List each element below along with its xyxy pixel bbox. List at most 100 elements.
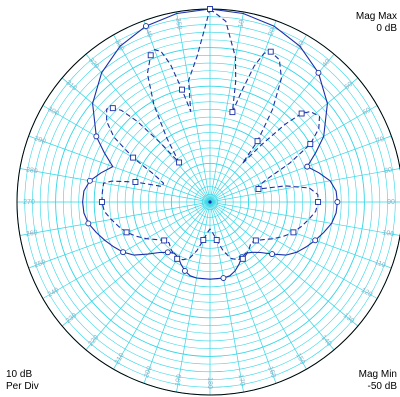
grid-spoke bbox=[209, 201, 400, 236]
grid-spoke bbox=[209, 77, 359, 203]
angle-tick-label: 260 bbox=[25, 229, 38, 238]
grid-spoke bbox=[19, 201, 211, 236]
mag-max-label: Mag Max 0 dB bbox=[356, 11, 397, 35]
grid-spoke bbox=[42, 201, 211, 299]
angle-tick-label: 80 bbox=[384, 167, 393, 175]
data-marker bbox=[143, 23, 149, 30]
grid-spoke bbox=[209, 201, 392, 269]
angle-tick-label: 270 bbox=[23, 199, 35, 206]
grid-ring bbox=[78, 70, 342, 334]
data-marker bbox=[164, 249, 171, 256]
angle-tick-label: 280 bbox=[25, 166, 38, 175]
angle-tick-label: 220 bbox=[87, 334, 100, 348]
mag-max-title: Mag Max bbox=[355, 11, 397, 22]
data-marker bbox=[334, 199, 341, 205]
grid-ring bbox=[201, 193, 219, 211]
angle-tick-label: 300 bbox=[46, 106, 60, 118]
grid-ring bbox=[86, 78, 334, 326]
grid-ring bbox=[32, 24, 388, 380]
data-marker bbox=[307, 141, 314, 148]
mag-min-label: Mag Min -50 dB bbox=[359, 369, 397, 393]
data-marker bbox=[179, 86, 185, 93]
angle-tick-label: 310 bbox=[64, 79, 78, 92]
grid-spoke bbox=[85, 53, 211, 203]
data-marker bbox=[255, 186, 262, 192]
grid-spoke bbox=[209, 201, 359, 327]
grid-spoke bbox=[209, 34, 307, 203]
grid-spoke bbox=[209, 201, 277, 384]
mag-min-value: -50 dB bbox=[367, 381, 397, 392]
data-marker bbox=[290, 229, 297, 236]
angle-tick-label: 210 bbox=[114, 352, 126, 366]
data-marker bbox=[220, 275, 227, 281]
angle-tick-label: 190 bbox=[174, 374, 183, 387]
data-marker bbox=[93, 133, 100, 140]
grid-ring bbox=[39, 31, 381, 373]
data-marker bbox=[213, 237, 220, 243]
angle-tick-label: 160 bbox=[266, 366, 277, 379]
grid-spoke bbox=[28, 201, 211, 269]
angle-tick-label: 340 bbox=[142, 25, 153, 38]
angle-tick-label: 170 bbox=[237, 374, 246, 387]
angle-tick-label: 40 bbox=[321, 58, 331, 69]
grid-ring-major bbox=[55, 47, 365, 357]
grid-ring bbox=[194, 186, 226, 218]
grid-ring bbox=[117, 109, 303, 295]
grid-spoke bbox=[209, 105, 378, 203]
angle-tick-label: 200 bbox=[143, 365, 154, 378]
angle-tick-label: 330 bbox=[113, 39, 125, 53]
grid-spoke bbox=[85, 201, 211, 351]
angle-tick-label: 240 bbox=[47, 287, 61, 299]
angle-tick-label: 130 bbox=[342, 312, 356, 325]
grid-ring bbox=[124, 116, 296, 288]
pattern-traces bbox=[82, 6, 341, 281]
grid-spoke bbox=[209, 201, 244, 393]
data-marker bbox=[130, 154, 137, 161]
angle-tick-label: 350 bbox=[174, 17, 183, 30]
angle-tick-label: 90 bbox=[387, 199, 395, 206]
data-marker bbox=[298, 110, 305, 117]
series-line-2 bbox=[101, 8, 321, 261]
grid-spoke bbox=[113, 201, 211, 370]
grid-spoke bbox=[209, 135, 392, 203]
angle-tick-label: 30 bbox=[296, 40, 306, 50]
grid-ring bbox=[63, 55, 357, 349]
grid-spoke bbox=[209, 201, 307, 370]
scale-label: 10 dB Per Div bbox=[6, 369, 39, 393]
angle-tick-label: 20 bbox=[268, 27, 277, 37]
data-marker bbox=[239, 255, 246, 262]
grid-spoke bbox=[209, 11, 244, 203]
data-marker bbox=[132, 179, 139, 185]
grid-ring bbox=[47, 39, 373, 365]
grid-spoke bbox=[61, 201, 211, 327]
data-marker bbox=[304, 163, 311, 170]
angle-tick-label: 120 bbox=[360, 287, 374, 299]
angle-tick-label: 50 bbox=[344, 81, 355, 91]
data-marker bbox=[229, 109, 236, 116]
angle-tick-label: 100 bbox=[382, 229, 395, 238]
scale-unit: Per Div bbox=[6, 381, 39, 392]
grid-ring-major bbox=[93, 85, 327, 319]
origin-point bbox=[208, 200, 212, 204]
data-marker bbox=[315, 69, 322, 76]
mag-max-value: 0 dB bbox=[376, 23, 397, 34]
data-marker bbox=[181, 267, 188, 274]
data-marker bbox=[312, 237, 319, 244]
grid-spoke bbox=[176, 201, 211, 393]
angle-tick-label: 10 bbox=[238, 19, 246, 28]
series-line-1 bbox=[82, 8, 338, 280]
grid-spoke bbox=[143, 20, 211, 203]
grid-spoke bbox=[209, 168, 400, 203]
angle-tick-label: 180 bbox=[206, 377, 213, 389]
grid-ring bbox=[155, 147, 265, 257]
data-marker bbox=[98, 199, 105, 205]
grid-spoke bbox=[176, 11, 211, 203]
data-marker bbox=[86, 177, 93, 184]
mag-min-title: Mag Min bbox=[358, 369, 397, 380]
grid-ring bbox=[109, 101, 311, 303]
angle-tick-label: 250 bbox=[33, 259, 46, 270]
data-marker bbox=[200, 237, 207, 243]
grid-ring bbox=[163, 155, 257, 249]
data-marker bbox=[315, 199, 322, 205]
